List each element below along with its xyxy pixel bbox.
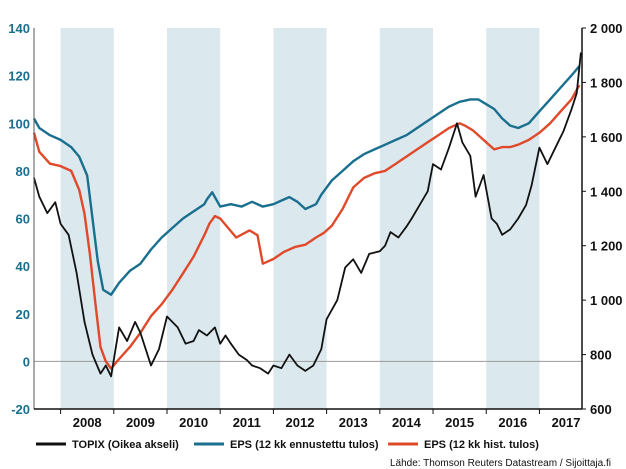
x-axis-ticks: 2008 2009 2010 2011 2012 2013 2014 2015 2016 2017	[60, 409, 581, 430]
left-tick-label: 20	[16, 307, 30, 322]
left-tick-label: 0	[23, 354, 30, 369]
shaded-year-bands	[60, 28, 540, 409]
series-line-topix	[33, 52, 582, 378]
series-line-eps-historical	[32, 84, 581, 370]
right-tick-label: 600	[590, 402, 612, 417]
right-tick-label: 1 600	[590, 130, 623, 145]
shade-band-2008	[60, 28, 114, 409]
x-tick-label: 2010	[179, 415, 208, 430]
x-tick-label: 2008	[73, 415, 102, 430]
shade-band-2016	[486, 28, 540, 409]
left-tick-label: 60	[16, 212, 30, 227]
x-tick-label: 2009	[126, 415, 155, 430]
left-tick-label: 40	[16, 259, 30, 274]
left-tick-label: 100	[8, 116, 30, 131]
legend-label: EPS (12 kk hist. tulos)	[424, 439, 539, 451]
right-tick-label: 800	[590, 348, 612, 363]
x-tick-label: 2017	[552, 415, 581, 430]
right-tick-label: 2 000	[590, 21, 623, 36]
x-tick-label: 2011	[233, 415, 261, 430]
series-line-eps-forecast	[32, 65, 581, 296]
right-tick-label: 1 200	[590, 239, 623, 254]
legend: TOPIX (Oikea akseli) EPS (12 kk ennustett…	[36, 439, 539, 451]
shade-band-2014	[379, 28, 434, 409]
left-tick-label: -20	[11, 402, 30, 417]
right-tick-label: 1 000	[590, 293, 623, 308]
left-tick-label: 120	[8, 69, 30, 84]
right-tick-label: 1 800	[590, 75, 623, 90]
right-axis-ticks: 600 800 1 000 1 200 1 400 1 600 1 800 2 000	[582, 21, 623, 417]
legend-label: TOPIX (Oikea akseli)	[72, 439, 179, 451]
x-tick-label: 2013	[339, 415, 368, 430]
x-tick-label: 2012	[286, 415, 315, 430]
x-tick-label: 2015	[445, 415, 474, 430]
shade-band-2010	[167, 28, 221, 409]
left-tick-label: 80	[16, 164, 30, 179]
x-tick-label: 2016	[498, 415, 527, 430]
axis-frame	[33, 28, 583, 410]
x-tick-label: 2014	[392, 415, 422, 430]
left-tick-label: 140	[8, 21, 30, 36]
series-layer	[32, 52, 582, 378]
legend-label: EPS (12 kk ennustettu tulos)	[230, 439, 379, 451]
right-tick-label: 1 400	[590, 184, 623, 199]
shade-band-2012	[273, 28, 327, 409]
source-note: Lähde: Thomson Reuters Datastream / Sijo…	[390, 458, 611, 469]
left-axis-ticks: -20 0 20 40 60 80 100 120 140	[8, 21, 30, 417]
